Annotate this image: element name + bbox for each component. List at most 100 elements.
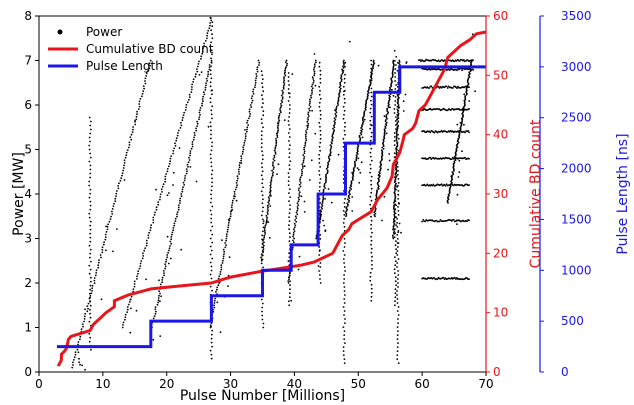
power-point	[397, 125, 399, 128]
power-point	[369, 111, 372, 114]
power-point	[305, 135, 307, 138]
power-point	[335, 114, 337, 117]
power-point	[184, 177, 186, 180]
power-point	[238, 164, 241, 167]
power-point	[136, 278, 138, 280]
power-point	[270, 176, 273, 179]
power-point	[134, 121, 136, 123]
power-point	[89, 164, 92, 167]
power-point	[287, 120, 290, 122]
power-point	[210, 193, 212, 196]
power-point	[155, 310, 157, 313]
power-point	[191, 145, 194, 148]
power-point	[155, 188, 158, 191]
power-point	[306, 126, 309, 129]
power-point	[292, 233, 295, 236]
power-point	[77, 343, 79, 346]
power-point	[369, 75, 372, 78]
power-point	[392, 67, 395, 70]
power-point	[343, 97, 346, 100]
power-point	[152, 216, 155, 219]
power-point	[261, 258, 264, 261]
power-point	[343, 202, 346, 204]
power-point	[179, 202, 181, 204]
power-point	[350, 188, 353, 190]
power-point	[207, 70, 210, 73]
power-point	[370, 63, 373, 66]
power-point	[130, 138, 133, 141]
power-point	[318, 105, 321, 108]
x-tick-label: 50	[351, 377, 366, 391]
power-point	[277, 127, 279, 130]
power-point	[397, 198, 399, 200]
power-point	[88, 332, 91, 335]
power-point	[393, 206, 395, 209]
power-point	[463, 59, 465, 61]
power-point	[174, 142, 176, 145]
power-point	[130, 295, 133, 298]
power-point	[301, 172, 303, 175]
power-point	[218, 275, 221, 278]
power-point	[395, 128, 397, 130]
power-point	[327, 188, 330, 190]
power-point	[314, 84, 317, 87]
power-point	[394, 212, 397, 215]
power-point	[393, 202, 395, 204]
power-point	[188, 96, 191, 99]
power-point	[165, 258, 168, 261]
power-point	[397, 190, 400, 192]
power-point	[193, 136, 196, 139]
power-point	[312, 68, 315, 71]
power-point	[168, 162, 171, 165]
power-point	[105, 249, 107, 252]
power-point	[450, 158, 453, 161]
power-point	[262, 266, 264, 269]
power-point	[261, 166, 263, 169]
power-point	[278, 119, 281, 122]
power-point	[396, 294, 398, 296]
power-point	[308, 107, 310, 110]
power-point	[97, 266, 100, 269]
power-point	[397, 230, 400, 232]
power-point	[91, 284, 94, 287]
power-point	[369, 127, 372, 130]
power-point	[210, 341, 213, 344]
power-point	[185, 104, 188, 106]
power-point	[220, 264, 223, 267]
power-point	[134, 123, 137, 126]
power-point	[222, 257, 225, 260]
power-point	[468, 278, 470, 280]
power-point	[305, 130, 307, 132]
power-point	[261, 234, 263, 237]
power-point	[88, 196, 91, 199]
power-point	[396, 338, 399, 340]
power-point	[260, 146, 263, 149]
power-point	[309, 102, 311, 104]
power-point	[170, 155, 173, 158]
power-point	[186, 170, 188, 173]
power-point	[369, 83, 372, 86]
power-point	[209, 253, 212, 256]
power-point	[90, 260, 92, 263]
power-point	[444, 185, 447, 187]
power-point	[261, 158, 264, 161]
power-point	[262, 110, 265, 113]
power-point	[210, 217, 213, 220]
power-point	[394, 304, 396, 307]
power-point	[370, 91, 373, 94]
power-point	[383, 195, 386, 198]
power-point	[229, 217, 231, 220]
power-point	[116, 228, 118, 230]
power-point	[443, 183, 446, 186]
power-point	[198, 74, 201, 76]
power-point	[133, 280, 136, 283]
power-point	[71, 366, 74, 369]
power-point	[199, 109, 201, 112]
power-point	[463, 123, 465, 126]
power-point	[437, 85, 440, 88]
power-point	[261, 78, 264, 81]
power-point	[184, 175, 187, 177]
power-point	[192, 78, 195, 81]
power-point	[397, 314, 400, 316]
power-point	[370, 199, 373, 202]
